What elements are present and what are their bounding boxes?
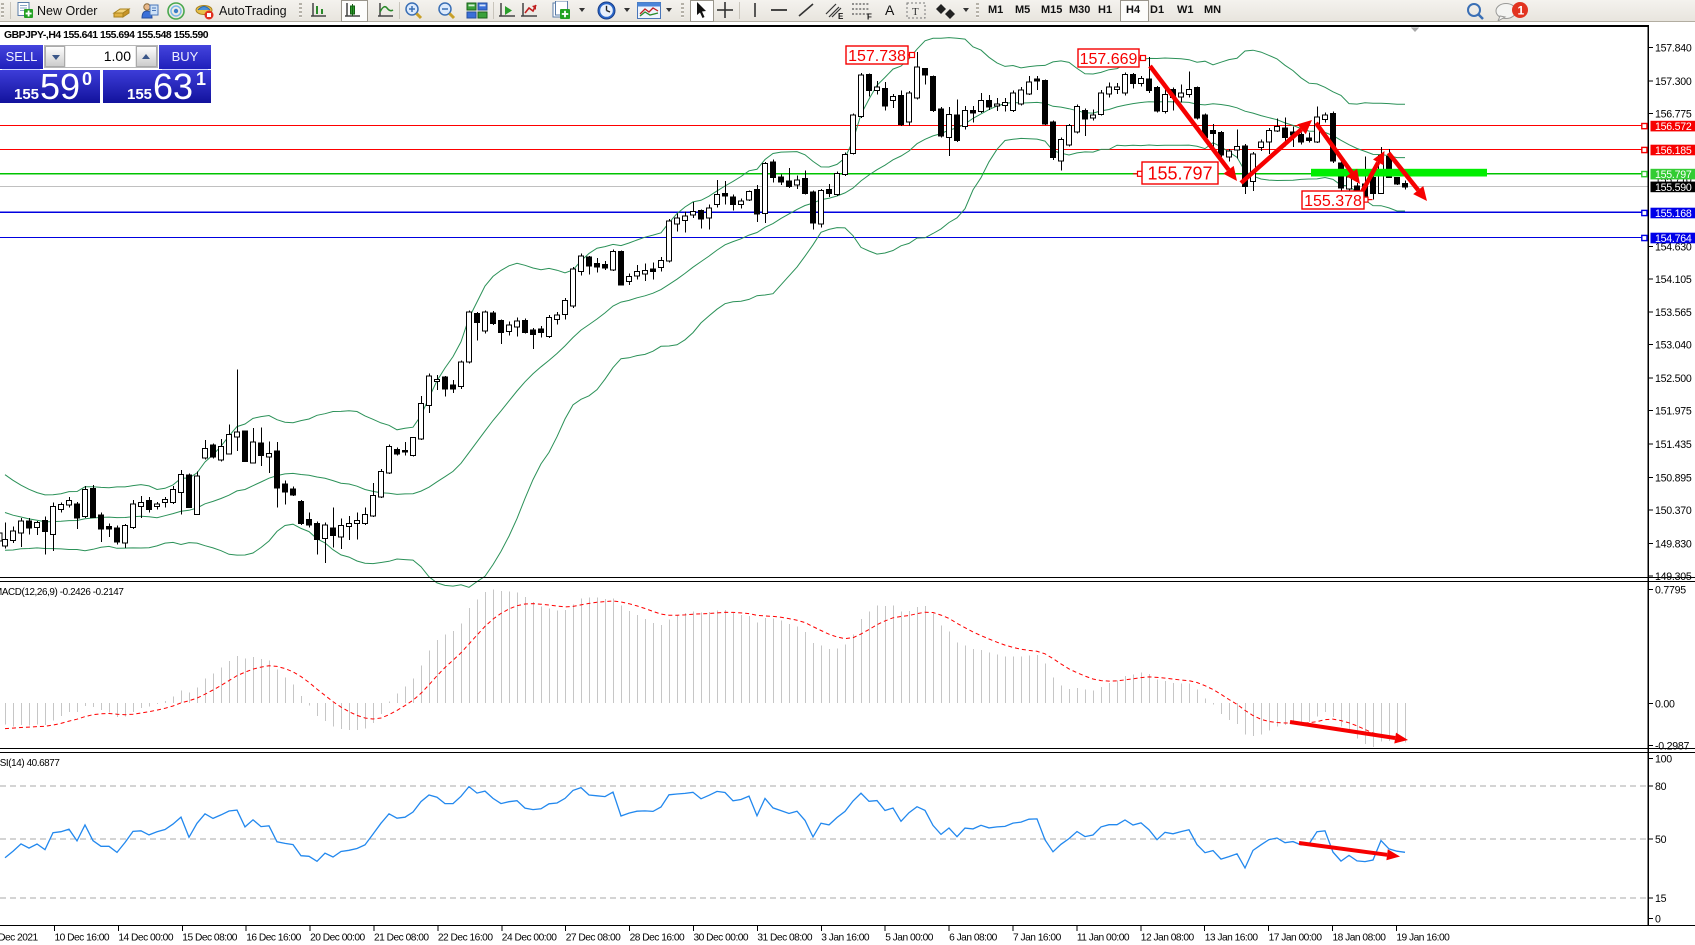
svg-text:50: 50 (1655, 834, 1667, 846)
svg-text:152.500: 152.500 (1655, 373, 1692, 385)
svg-text:22 Dec 16:00: 22 Dec 16:00 (438, 933, 493, 944)
svg-text:156.185: 156.185 (1655, 145, 1692, 157)
svg-text:17 Jan 00:00: 17 Jan 00:00 (1269, 933, 1323, 944)
svg-text:28 Dec 16:00: 28 Dec 16:00 (630, 933, 685, 944)
svg-text:154.105: 154.105 (1655, 274, 1692, 286)
svg-text:156.775: 156.775 (1655, 109, 1692, 121)
svg-text:21 Dec 08:00: 21 Dec 08:00 (374, 933, 429, 944)
svg-text:155.797: 155.797 (1147, 164, 1212, 184)
svg-text:0.7795: 0.7795 (1655, 585, 1686, 597)
svg-text:GBPJPY-,H4 155.641 155.694 15: GBPJPY-,H4 155.641 155.694 155.548 155.5… (4, 30, 209, 41)
svg-text:E: E (838, 12, 844, 20)
svg-text:-0.2987: -0.2987 (1655, 741, 1690, 753)
svg-text:155.168: 155.168 (1655, 208, 1692, 220)
svg-text:6 Jan 08:00: 6 Jan 08:00 (949, 933, 998, 944)
svg-text:153.565: 153.565 (1655, 307, 1692, 319)
svg-text:154.764: 154.764 (1655, 233, 1692, 245)
svg-text:19 Jan 16:00: 19 Jan 16:00 (1396, 933, 1450, 944)
svg-text:15 Dec 08:00: 15 Dec 08:00 (182, 933, 237, 944)
svg-text:150.895: 150.895 (1655, 473, 1692, 485)
svg-text:5 Jan 00:00: 5 Jan 00:00 (885, 933, 934, 944)
svg-text:157.738: 157.738 (848, 48, 906, 65)
svg-text:3 Jan 16:00: 3 Jan 16:00 (821, 933, 870, 944)
svg-text:154.630: 154.630 (1655, 241, 1692, 253)
svg-text:T: T (912, 6, 919, 18)
svg-text:156.572: 156.572 (1655, 121, 1692, 133)
svg-text:0: 0 (1655, 914, 1661, 926)
svg-text:157.300: 157.300 (1655, 76, 1692, 88)
svg-text:F: F (867, 13, 872, 21)
svg-text:149.305: 149.305 (1655, 571, 1692, 583)
svg-text:157.840: 157.840 (1655, 43, 1692, 55)
svg-text:10 Dec 16:00: 10 Dec 16:00 (55, 933, 110, 944)
svg-text:155.797: 155.797 (1655, 169, 1692, 181)
svg-text:151.435: 151.435 (1655, 439, 1692, 451)
svg-text:15: 15 (1655, 893, 1667, 905)
svg-text:157.669: 157.669 (1080, 51, 1138, 68)
svg-text:150.370: 150.370 (1655, 505, 1692, 517)
svg-text:20 Dec 00:00: 20 Dec 00:00 (310, 933, 365, 944)
svg-text:14 Dec 00:00: 14 Dec 00:00 (118, 933, 173, 944)
svg-text:155.378: 155.378 (1304, 193, 1362, 210)
svg-text:153.040: 153.040 (1655, 340, 1692, 352)
svg-text:7 Jan 16:00: 7 Jan 16:00 (1013, 933, 1062, 944)
svg-text:16 Dec 16:00: 16 Dec 16:00 (246, 933, 301, 944)
svg-text:100: 100 (1655, 754, 1672, 766)
svg-text:1: 1 (1518, 4, 1525, 18)
svg-text:9 Dec 2021: 9 Dec 2021 (0, 933, 39, 944)
svg-text:12 Jan 08:00: 12 Jan 08:00 (1141, 933, 1195, 944)
svg-text:RSI(14) 40.6877: RSI(14) 40.6877 (0, 758, 59, 769)
svg-text:31 Dec 08:00: 31 Dec 08:00 (757, 933, 812, 944)
svg-text:MACD(12,26,9) -0.2426 -0.2147: MACD(12,26,9) -0.2426 -0.2147 (0, 587, 123, 598)
svg-text:80: 80 (1655, 781, 1667, 793)
svg-text:0.00: 0.00 (1655, 698, 1675, 710)
svg-text:30 Dec 00:00: 30 Dec 00:00 (694, 933, 749, 944)
svg-text:11 Jan 00:00: 11 Jan 00:00 (1077, 933, 1130, 944)
svg-text:18 Jan 08:00: 18 Jan 08:00 (1333, 933, 1387, 944)
svg-text:24 Dec 00:00: 24 Dec 00:00 (502, 933, 557, 944)
svg-text:13 Jan 16:00: 13 Jan 16:00 (1205, 933, 1259, 944)
svg-text:155.590: 155.590 (1655, 182, 1692, 194)
svg-text:151.975: 151.975 (1655, 406, 1692, 418)
svg-text:27 Dec 08:00: 27 Dec 08:00 (566, 933, 621, 944)
svg-text:149.830: 149.830 (1655, 538, 1692, 550)
